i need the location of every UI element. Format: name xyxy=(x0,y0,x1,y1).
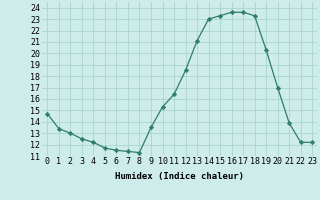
X-axis label: Humidex (Indice chaleur): Humidex (Indice chaleur) xyxy=(115,172,244,181)
